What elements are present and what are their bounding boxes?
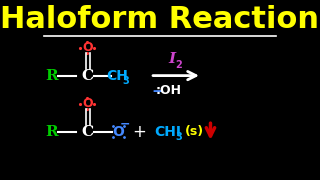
Text: −: −: [120, 118, 130, 131]
Text: I: I: [169, 52, 176, 66]
Text: CH: CH: [106, 69, 128, 83]
Text: CHI: CHI: [154, 125, 181, 139]
Text: Haloform Reaction: Haloform Reaction: [1, 5, 319, 34]
Text: 3: 3: [176, 132, 183, 142]
Text: O: O: [112, 125, 124, 139]
Text: C: C: [81, 69, 93, 83]
Text: O: O: [82, 41, 93, 54]
Text: O: O: [82, 97, 93, 110]
Text: R: R: [45, 125, 58, 139]
Text: (s): (s): [184, 125, 204, 138]
Text: R: R: [45, 69, 58, 83]
Text: +: +: [132, 123, 146, 141]
Text: 2: 2: [175, 60, 182, 70]
Text: −: −: [151, 84, 164, 99]
Text: 3: 3: [122, 76, 129, 86]
Text: C: C: [81, 125, 93, 139]
Text: :OH: :OH: [156, 84, 182, 97]
